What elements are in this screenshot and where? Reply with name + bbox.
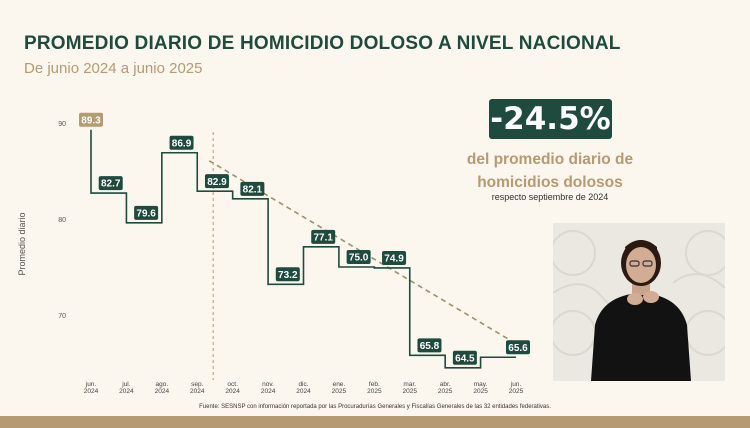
data-label: 82.9 — [207, 177, 227, 188]
sign-language-interpreter-video — [553, 223, 725, 381]
comparison-note: respecto septiembre de 2024 — [491, 192, 609, 202]
data-label-badge — [169, 135, 194, 150]
series-step-line — [90, 129, 516, 369]
data-label-badge — [382, 250, 407, 265]
data-label-badge — [417, 338, 442, 353]
y-tick-label: 70 — [58, 313, 66, 320]
x-tick-year: 2025 — [367, 388, 382, 395]
headline-line-2: homicidios dolosos — [477, 174, 623, 191]
data-label: 82.1 — [243, 184, 263, 195]
data-label-badge — [506, 340, 530, 355]
data-label: 75.0 — [349, 253, 369, 264]
x-tick-year: 2024 — [119, 388, 134, 395]
x-tick-year: 2024 — [296, 388, 311, 395]
data-label: 73.2 — [278, 270, 298, 281]
data-label: 86.9 — [172, 138, 192, 149]
data-label-badge — [275, 267, 300, 282]
data-label-badge — [98, 176, 123, 191]
data-label-badge — [134, 205, 159, 220]
data-label: 79.6 — [136, 208, 156, 219]
data-label: 65.8 — [420, 341, 440, 352]
data-label-badge — [79, 112, 103, 127]
x-tick-month: oct. — [227, 381, 238, 388]
bottom-band — [0, 416, 750, 428]
data-label-badge — [346, 250, 371, 264]
x-tick-month: jul. — [121, 381, 131, 388]
x-tick-year: 2025 — [332, 388, 347, 395]
x-tick-year: 2024 — [190, 388, 205, 395]
data-label-badge — [452, 350, 477, 365]
headline-text: del promedio diario de homicidios doloso… — [440, 148, 660, 194]
chart-subtitle: De junio 2024 a junio 2025 — [24, 60, 203, 77]
x-tick-month: ago. — [156, 381, 169, 388]
x-tick-month: dic. — [298, 381, 308, 388]
x-tick-year: 2025 — [438, 388, 453, 395]
x-tick-month: may. — [474, 381, 488, 388]
data-label-badge — [204, 174, 229, 189]
y-tick-label: 80 — [58, 217, 66, 224]
x-tick-month: sep. — [191, 381, 203, 388]
x-tick-year: 2025 — [403, 388, 418, 395]
percent-change-badge: -24.5% — [489, 99, 612, 139]
data-label: 77.1 — [313, 232, 333, 243]
x-tick-year: 2024 — [84, 388, 99, 395]
x-tick-month: jun. — [510, 381, 522, 388]
headline-line-1: del promedio diario de — [466, 151, 634, 168]
interpreter-figure-icon — [553, 223, 725, 381]
x-tick-month: abr. — [440, 381, 451, 388]
source-footnote: Fuente: SESNSP con información reportada… — [199, 404, 551, 410]
data-label: 64.5 — [455, 353, 475, 364]
y-tick-label: 90 — [58, 121, 66, 128]
chart-title: PROMEDIO DIARIO DE HOMICIDIO DOLOSO A NI… — [24, 33, 621, 54]
x-tick-month: jun. — [85, 381, 97, 388]
x-tick-month: feb. — [369, 381, 380, 388]
x-tick-year: 2024 — [155, 388, 170, 395]
x-tick-month: nov. — [262, 381, 274, 388]
data-label-badge — [311, 229, 336, 244]
data-label: 65.6 — [508, 343, 528, 354]
x-tick-year: 2025 — [473, 388, 488, 395]
data-label: 74.9 — [384, 254, 404, 265]
x-tick-month: mar. — [403, 381, 416, 388]
data-label: 82.7 — [101, 179, 121, 190]
x-tick-month: ene. — [333, 381, 346, 388]
x-tick-year: 2024 — [225, 388, 240, 395]
x-tick-year: 2024 — [261, 388, 276, 395]
x-tick-year: 2025 — [509, 388, 524, 395]
data-label-badge — [240, 181, 265, 196]
data-label: 89.3 — [81, 115, 101, 126]
